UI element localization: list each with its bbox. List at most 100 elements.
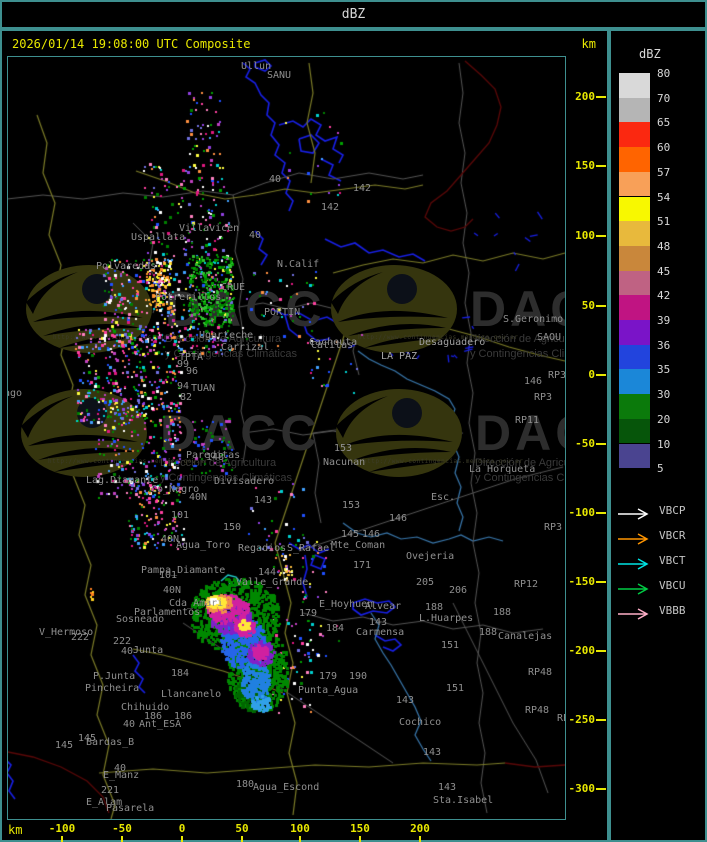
right-axis-tick-mark	[596, 235, 606, 237]
map-label: PORTIN	[264, 307, 301, 318]
colorbar-box	[619, 320, 650, 345]
map-label: 94	[177, 381, 190, 392]
map-label: RP12	[514, 579, 539, 590]
map-label: 40	[269, 174, 282, 185]
map-label: TUAN	[191, 383, 216, 394]
map-label: 142	[321, 202, 340, 213]
colorbar-tick-label: 60	[657, 141, 671, 155]
map-label: 148	[206, 452, 225, 463]
map-label: Pampa_Diamante	[141, 565, 226, 576]
right-axis-tick-mark	[596, 581, 606, 583]
map-label: E_Hoyhuen	[319, 599, 374, 610]
colorbar-box	[619, 295, 650, 320]
map-label: 180	[236, 779, 255, 790]
axis-right-unit-label: km	[581, 37, 596, 51]
colorbar-box	[619, 418, 650, 444]
map-label: 96	[186, 366, 199, 377]
map-label: RP3	[548, 370, 566, 381]
bottom-axis-tick-label: -100	[48, 822, 76, 835]
colorbar-box	[619, 369, 650, 395]
colorbar-tick-label: 42	[657, 289, 671, 303]
map-labels-layer: Ullun SANU 40 142 142 Villavicen Uspallata 40 N.…	[8, 57, 565, 819]
map-label: Sta.Isabel	[433, 795, 494, 806]
colorbar-tick-label: 65	[657, 116, 671, 130]
right-axis-tick-mark	[596, 305, 606, 307]
map-label: 40N	[163, 585, 182, 596]
colorbar-box	[619, 245, 650, 271]
map-label: P.Junta	[93, 671, 136, 682]
bottom-axis-tick-label: 150	[350, 822, 370, 835]
colorbar-tick-label: 10	[657, 437, 671, 451]
map-label: 101	[171, 510, 190, 521]
bottom-axis-tick-mark	[181, 836, 183, 842]
map-label: 184	[171, 668, 190, 679]
legend-item-label: VBCP	[659, 504, 686, 517]
right-axis-tick-label: 0	[588, 368, 595, 381]
bottom-axis-tick-mark	[299, 836, 301, 842]
map-label: Sosneado	[116, 614, 165, 625]
colorbar-box	[619, 97, 650, 123]
right-axis-tick-mark	[596, 788, 606, 790]
colorbar-tick-label: 36	[657, 338, 671, 352]
bottom-axis-tick-label: 0	[178, 822, 186, 835]
right-axis-tick-mark	[596, 374, 606, 376]
map-label: 206	[449, 585, 468, 596]
map-label: 190	[349, 671, 368, 682]
map-label: 143	[423, 747, 442, 758]
right-axis-tick-label: -100	[568, 506, 596, 519]
vbbb-arrow-icon	[616, 605, 654, 620]
colorbar-box	[619, 73, 650, 98]
map-label: Esc.	[431, 492, 456, 503]
map-label: 82	[180, 392, 193, 403]
map-label: Agua_Toro	[176, 540, 231, 551]
radar-map-area[interactable]: DACCDirección de Agriculturay Contingenc…	[7, 56, 566, 820]
right-axis-tick-label: 150	[575, 159, 595, 172]
map-label: Cochico	[399, 717, 442, 728]
legend-item-label: VBBB	[659, 604, 686, 617]
right-axis-tick-mark	[596, 512, 606, 514]
colorbar-tick-label: 39	[657, 314, 671, 327]
map-label: 179	[299, 608, 318, 619]
map-label: 145	[55, 740, 74, 751]
map-label: 145	[78, 733, 97, 744]
map-label: Chihuido	[121, 702, 170, 713]
vbcr-arrow-icon	[616, 530, 654, 545]
map-label: 184	[326, 623, 345, 634]
map-label: 143	[396, 695, 415, 706]
colorbar-tick-label: 80	[657, 67, 671, 80]
map-label: 153	[342, 500, 361, 511]
right-axis-tick-label: -300	[568, 782, 596, 795]
map-label: 144	[258, 567, 277, 578]
map-label: 186	[174, 711, 193, 722]
map-label: 40N	[161, 534, 180, 545]
colorbar-title: dBZ	[639, 47, 661, 61]
map-label: Uspallata	[131, 232, 186, 243]
map-label: Divisadero	[214, 476, 275, 487]
map-label: 40	[114, 763, 127, 774]
map-label: Ovejeria	[406, 551, 455, 562]
colorbar-tick-label: 30	[657, 388, 671, 402]
title-bar: dBZ	[0, 0, 707, 29]
map-label: RP11	[515, 415, 540, 426]
map-label: Agua_Escond	[253, 782, 320, 793]
right-axis-tick-mark	[596, 96, 606, 98]
right-axis-tick-label: -250	[568, 713, 596, 726]
map-label: Cda_Amari	[169, 598, 224, 609]
map-label: Valle_Grande	[236, 577, 309, 588]
map-label: E_Manz	[103, 770, 140, 781]
colorbar-box	[619, 344, 650, 370]
vbct-arrow-icon	[616, 555, 654, 570]
right-axis-tick-label: -50	[575, 437, 595, 450]
right-axis-tick-mark	[596, 443, 606, 445]
map-label: La Horqueta	[469, 464, 536, 475]
bottom-axis-tick-label: -50	[112, 822, 132, 835]
map-label: 205	[416, 577, 435, 588]
colorbar-tick-label: 48	[657, 239, 671, 253]
colorbar-box	[619, 443, 650, 469]
map-label: Pincheira	[85, 683, 140, 694]
map-label: 153	[334, 443, 353, 454]
colorbar-tick-label: 5	[657, 462, 664, 476]
vbcu-arrow-icon	[616, 580, 654, 595]
map-label: 40N	[189, 492, 208, 503]
map-label: RP48	[528, 667, 553, 678]
